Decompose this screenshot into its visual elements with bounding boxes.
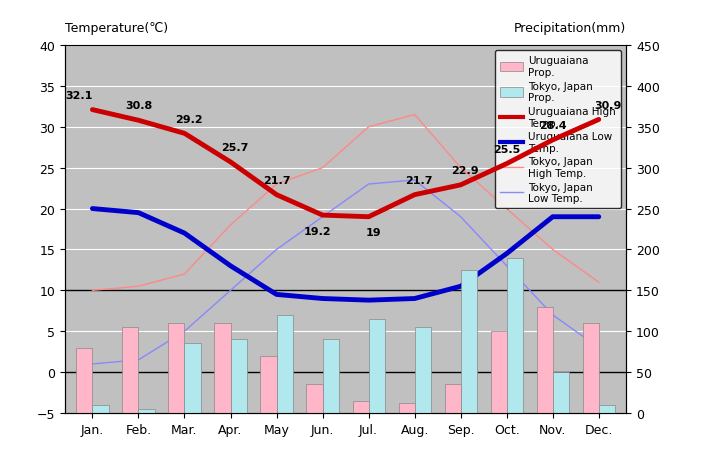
Bar (369, 319, 384, 413)
Bar (553, 372, 569, 413)
Bar (507, 258, 523, 413)
Text: 21.7: 21.7 (263, 175, 290, 185)
Bar (490, 331, 507, 413)
Text: Precipitation(mm): Precipitation(mm) (514, 22, 626, 35)
Bar (444, 385, 461, 413)
Text: Temperature(℃): Temperature(℃) (65, 22, 168, 35)
Text: 28.4: 28.4 (539, 121, 567, 131)
Text: 30.8: 30.8 (125, 101, 152, 111)
Text: 32.1: 32.1 (65, 90, 92, 101)
Text: 29.2: 29.2 (175, 114, 203, 124)
Text: 30.9: 30.9 (594, 101, 621, 110)
Bar (415, 327, 431, 413)
Bar (461, 270, 477, 413)
Bar (184, 344, 201, 413)
Text: 19: 19 (366, 228, 381, 238)
Bar (536, 307, 553, 413)
Bar (215, 323, 230, 413)
Bar (230, 340, 247, 413)
Text: 25.7: 25.7 (222, 143, 249, 153)
Bar (582, 323, 599, 413)
Bar (168, 323, 184, 413)
Text: 25.5: 25.5 (493, 145, 521, 154)
Bar (399, 403, 415, 413)
Bar (92, 405, 109, 413)
Text: 19.2: 19.2 (304, 226, 332, 236)
Bar (307, 385, 323, 413)
Legend: Uruguaiana
Prop., Tokyo, Japan
Prop., Uruguaiana High
Temp., Uruguaiana Low
Temp: Uruguaiana Prop., Tokyo, Japan Prop., Ur… (495, 51, 621, 209)
Bar (276, 315, 292, 413)
Bar (76, 348, 92, 413)
Text: 22.9: 22.9 (451, 166, 479, 176)
Bar (353, 401, 369, 413)
Bar (323, 340, 338, 413)
Bar (138, 409, 155, 413)
Bar (599, 405, 615, 413)
Text: 21.7: 21.7 (405, 175, 433, 185)
Bar (122, 327, 138, 413)
Bar (261, 356, 276, 413)
